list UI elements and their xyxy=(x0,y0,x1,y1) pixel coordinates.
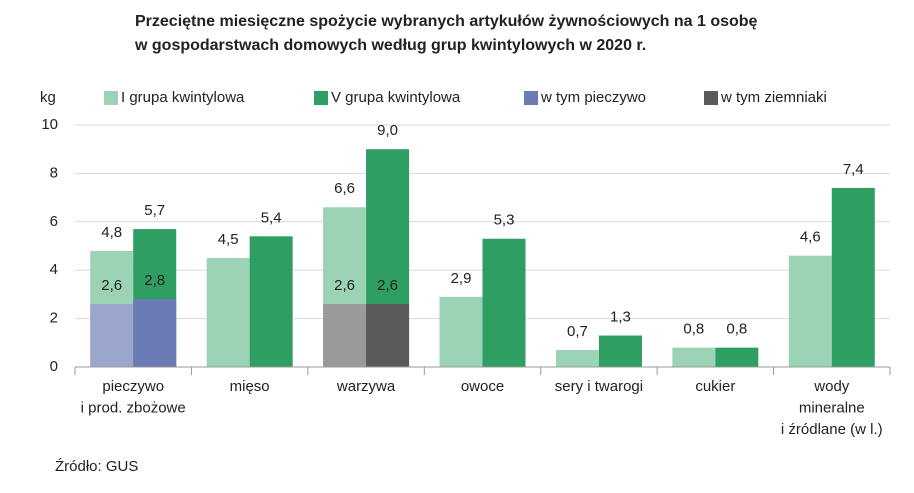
bar xyxy=(133,299,177,367)
bar xyxy=(206,258,250,367)
value-label: 0,8 xyxy=(683,321,704,338)
bar xyxy=(598,335,642,367)
x-tick-label-line: wody xyxy=(813,378,850,395)
legend-label: w tym ziemniaki xyxy=(720,89,827,106)
y-tick-label: 0 xyxy=(50,358,58,375)
legend-swatch xyxy=(524,91,538,105)
value-label: 0,8 xyxy=(726,321,747,338)
x-tick-label-line: owoce xyxy=(461,378,504,395)
x-tick-label: pieczywo i prod. zbożowe xyxy=(81,378,186,417)
value-label: 9,0 xyxy=(377,122,398,139)
value-label: 5,3 xyxy=(494,212,515,229)
value-label: 2,6 xyxy=(334,277,355,294)
value-label: 7,4 xyxy=(843,161,864,178)
value-label: 2,6 xyxy=(101,277,122,294)
value-label: 2,8 xyxy=(144,272,165,289)
value-label: 1,3 xyxy=(610,309,631,326)
legend-swatch xyxy=(704,91,718,105)
bar xyxy=(323,304,367,367)
legend-label: I grupa kwintylowa xyxy=(121,89,245,106)
x-tick-label-line: warzywa xyxy=(336,378,396,395)
value-label: 5,7 xyxy=(144,202,165,219)
bar xyxy=(366,304,410,367)
bar xyxy=(90,304,134,367)
x-tick-label: wody mineralne i źródlane (w l.) xyxy=(781,378,883,438)
y-tick-label: 10 xyxy=(41,116,58,133)
x-tick-label: mięso xyxy=(230,378,270,395)
x-tick-label-line: i prod. zbożowe xyxy=(81,399,186,416)
x-tick-label: sery i twarogi xyxy=(555,378,643,395)
x-tick-label-line: pieczywo xyxy=(102,378,164,395)
y-axis-label: kg xyxy=(40,89,56,106)
bar xyxy=(482,238,526,367)
x-tick-label-line: mięso xyxy=(230,378,270,395)
bar xyxy=(715,347,759,367)
source: Źródło: GUS xyxy=(55,458,138,475)
y-tick-label: 8 xyxy=(50,164,58,181)
value-label: 0,7 xyxy=(567,323,588,340)
bar xyxy=(249,236,293,367)
legend-label: w tym pieczywo xyxy=(540,89,646,106)
value-label: 4,6 xyxy=(800,229,821,246)
x-tick-label-line: sery i twarogi xyxy=(555,378,643,395)
x-tick-label: warzywa xyxy=(336,378,396,395)
x-tick-label-line: mineralne xyxy=(799,399,865,416)
y-tick-label: 6 xyxy=(50,213,58,230)
y-tick-label: 2 xyxy=(50,310,58,327)
value-label: 5,4 xyxy=(261,209,282,226)
x-tick-label: owoce xyxy=(461,378,504,395)
legend-label: V grupa kwintylowa xyxy=(331,89,461,106)
x-tick-label-line: i źródlane (w l.) xyxy=(781,421,883,438)
legend-swatch xyxy=(104,91,118,105)
value-label: 2,6 xyxy=(377,277,398,294)
value-label: 6,6 xyxy=(334,180,355,197)
chart-title: w gospodarstwach domowych według grup kw… xyxy=(134,37,646,54)
chart-title: Przeciętne miesięczne spożycie wybranych… xyxy=(135,13,758,30)
bar xyxy=(672,347,716,367)
bar xyxy=(555,350,599,367)
value-label: 2,9 xyxy=(451,270,472,287)
legend-swatch xyxy=(314,91,328,105)
bar xyxy=(831,187,875,367)
bar xyxy=(439,296,483,367)
value-label: 4,5 xyxy=(218,231,239,248)
bar xyxy=(788,255,832,367)
x-tick-label-line: cukier xyxy=(695,378,735,395)
value-label: 4,8 xyxy=(101,224,122,241)
x-tick-label: cukier xyxy=(695,378,735,395)
y-tick-label: 4 xyxy=(50,261,58,278)
